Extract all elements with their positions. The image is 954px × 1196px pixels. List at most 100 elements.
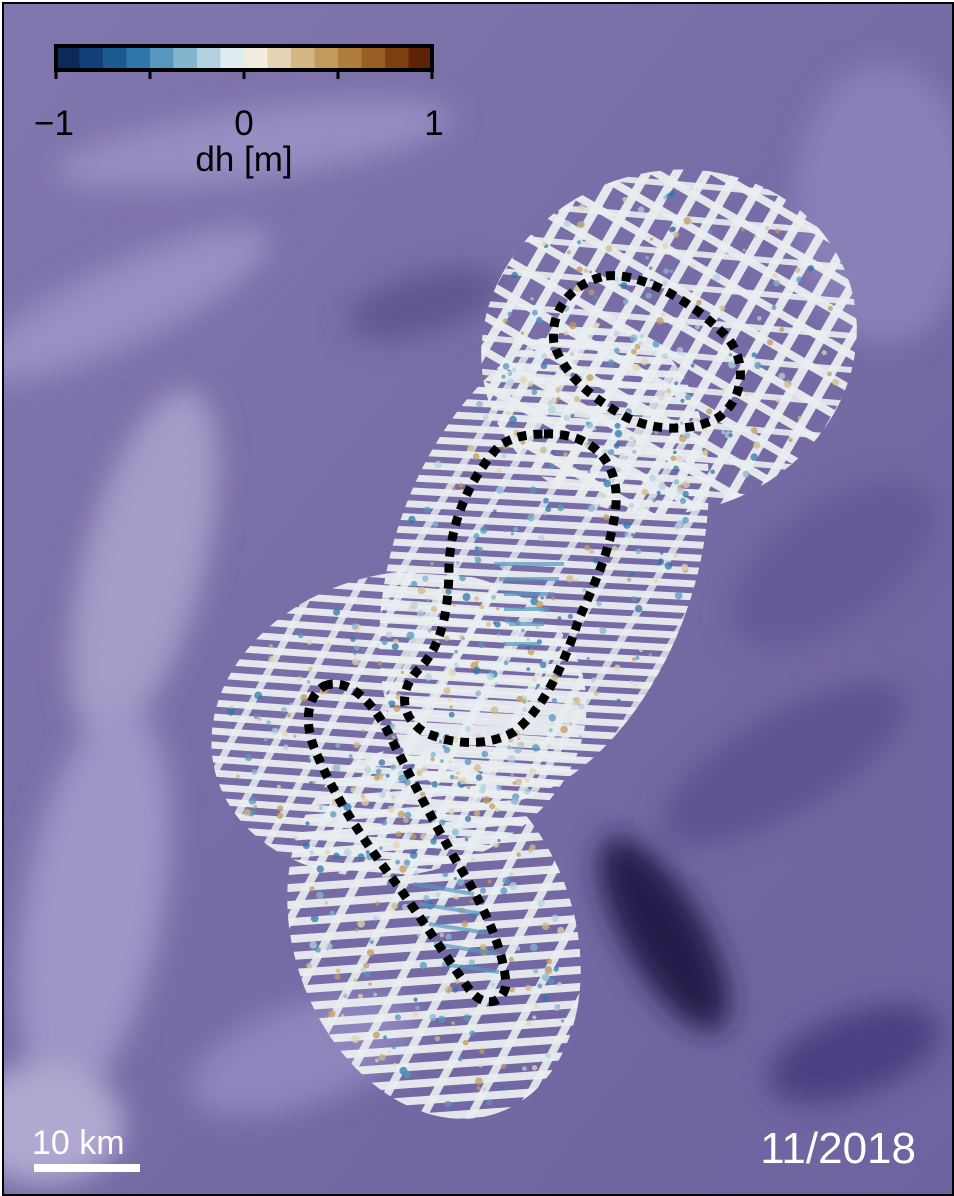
dh-point	[514, 746, 522, 754]
dh-point	[624, 532, 629, 537]
dh-point	[635, 656, 640, 660]
dh-point	[325, 942, 333, 950]
colorbar-gradient	[54, 44, 434, 79]
altimetry-track	[317, 564, 771, 614]
altimetry-track	[432, 214, 906, 291]
dh-point	[462, 593, 471, 601]
dh-point	[311, 753, 315, 757]
dh-point	[671, 226, 676, 232]
dh-point	[567, 250, 571, 255]
dh-point	[496, 468, 502, 474]
dh-point	[352, 657, 360, 666]
dh-point	[607, 359, 615, 367]
dh-point	[479, 604, 485, 610]
dh-point	[658, 394, 665, 401]
dh-point	[495, 807, 500, 812]
dh-point	[306, 639, 313, 645]
dh-point	[530, 943, 538, 952]
dh-point	[245, 753, 253, 762]
dh-point	[381, 819, 388, 826]
dh-point	[449, 705, 453, 709]
colorbar-swatch	[126, 46, 151, 70]
dh-point	[641, 488, 649, 496]
dh-point	[532, 744, 540, 752]
dh-point	[612, 560, 617, 564]
dh-point	[427, 628, 432, 633]
altimetry-track	[237, 1015, 631, 1080]
dh-point	[379, 791, 386, 799]
dh-point	[527, 514, 535, 522]
dh-point	[628, 502, 635, 509]
dh-point	[485, 621, 491, 627]
dh-point	[546, 958, 553, 965]
dh-point	[645, 292, 652, 299]
colorbar-swatch	[150, 46, 174, 70]
dh-point	[466, 785, 471, 790]
dh-point	[563, 330, 569, 336]
dh-point	[649, 237, 654, 241]
dh-point	[696, 299, 702, 306]
dh-speckle	[227, 190, 840, 1108]
dh-point	[309, 850, 315, 855]
dh-point	[266, 720, 271, 725]
dh-point	[444, 1100, 452, 1108]
dh-point	[521, 628, 525, 632]
dh-point	[404, 785, 408, 789]
dh-point	[360, 794, 366, 799]
dh-point	[504, 618, 510, 624]
dh-point	[633, 683, 637, 687]
dh-point	[251, 768, 258, 775]
dh-point	[516, 695, 524, 703]
dh-point	[526, 667, 531, 671]
dh-point	[406, 631, 415, 640]
dh-point	[366, 949, 375, 957]
dh-point	[363, 962, 370, 969]
dh-point	[507, 311, 513, 317]
dh-point	[555, 387, 561, 393]
dh-point	[451, 828, 459, 836]
dh-point	[676, 487, 684, 495]
dh-point	[706, 408, 713, 415]
dh-point	[593, 322, 600, 329]
dh-point	[522, 699, 527, 704]
dh-point	[332, 763, 341, 772]
altimetry-track	[237, 998, 631, 1063]
dh-point	[594, 295, 598, 300]
dh-point	[448, 711, 455, 718]
terrain-texture	[4, 64, 952, 1184]
altimetry-track	[577, 117, 906, 567]
dh-point	[666, 388, 672, 394]
dh-point	[316, 865, 324, 873]
dh-point	[522, 1066, 527, 1071]
dh-point	[319, 806, 323, 810]
dh-negative-streak	[441, 962, 500, 974]
dh-point	[501, 453, 507, 459]
dh-point	[588, 548, 595, 555]
dh-point	[490, 982, 495, 987]
dh-point	[353, 652, 357, 656]
dh-point	[794, 267, 801, 273]
dh-point	[413, 870, 419, 876]
dh-point	[439, 933, 444, 938]
dh-point	[420, 791, 426, 797]
dh-point	[395, 859, 400, 865]
altimetry-track	[176, 572, 622, 636]
dh-point	[531, 1065, 538, 1071]
dh-point	[503, 318, 508, 324]
dh-point	[409, 851, 418, 859]
dh-point	[519, 376, 528, 384]
dh-point	[391, 795, 396, 800]
colorbar-swatch	[408, 46, 433, 70]
dh-point	[549, 488, 553, 493]
dh-point	[526, 645, 531, 650]
dh-point	[664, 561, 673, 570]
dh-negative-streak	[433, 942, 500, 956]
dh-point	[306, 962, 313, 969]
dh-point	[584, 544, 590, 551]
dh-point	[532, 968, 539, 974]
dh-point	[451, 1021, 455, 1025]
dh-point	[539, 661, 547, 669]
dh-point	[682, 490, 689, 498]
dh-point	[294, 835, 299, 840]
dh-point	[535, 625, 540, 630]
